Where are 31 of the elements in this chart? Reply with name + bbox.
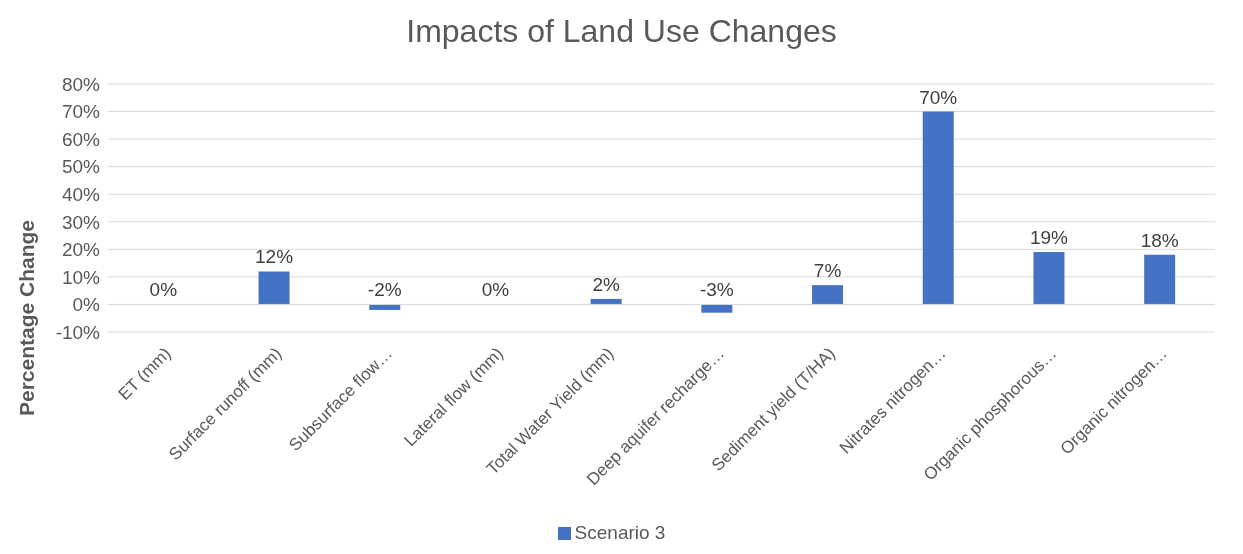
text: -2% xyxy=(367,279,402,301)
bar xyxy=(1144,254,1176,305)
legend-label: Scenario 3 xyxy=(574,522,666,543)
text: 12% xyxy=(255,246,294,268)
text: 19% xyxy=(1029,227,1068,249)
text: 70% xyxy=(919,86,958,108)
y-tick-label: 50% xyxy=(61,156,101,178)
bar xyxy=(369,304,401,310)
y-tick-label: 30% xyxy=(61,211,101,233)
text: 7% xyxy=(813,260,842,282)
text: -3% xyxy=(699,279,734,301)
y-tick-label: 80% xyxy=(61,73,101,95)
y-tick-label: 70% xyxy=(61,101,101,123)
y-tick-label: 40% xyxy=(61,183,101,205)
text: 2% xyxy=(592,273,620,295)
y-tick-label: 10% xyxy=(61,266,101,288)
y-tick-label: -10% xyxy=(55,321,101,343)
bar xyxy=(701,304,733,313)
bar xyxy=(812,285,844,305)
bar xyxy=(590,298,622,305)
text: 0% xyxy=(149,279,178,301)
y-axis-title: Percentage Change xyxy=(15,219,39,417)
bar xyxy=(1033,252,1065,305)
text: 18% xyxy=(1140,229,1179,251)
bar xyxy=(922,111,954,305)
text: 0% xyxy=(481,279,510,301)
y-tick-label: 60% xyxy=(61,128,101,150)
bar xyxy=(258,271,290,305)
chart-title: Impacts of Land Use Changes xyxy=(405,12,838,51)
y-tick-label: 0% xyxy=(72,294,101,316)
y-tick-label: 20% xyxy=(61,239,101,261)
